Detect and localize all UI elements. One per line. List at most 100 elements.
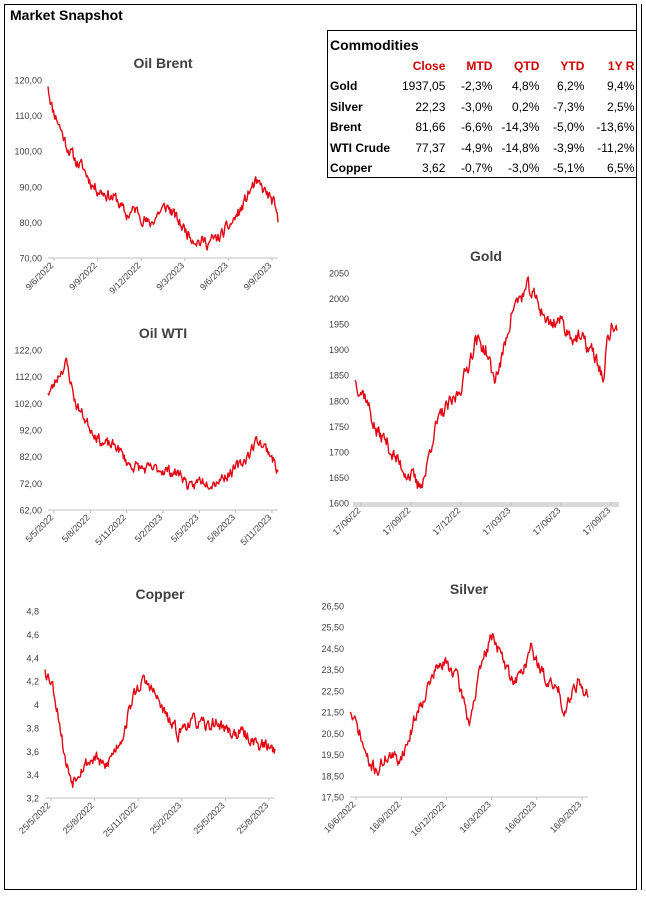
y-tick-label: 1600 [329,499,349,509]
y-tick-label: 3,8 [26,723,39,733]
y-tick-label: 3,6 [26,747,39,757]
y-tick-label: 70,00 [19,254,42,264]
cell-qtd: 0,2% [512,99,540,114]
cell-1yr: -13,6% [596,120,635,135]
commodities-table: Commodities Close MTD QTD YTD 1Y R Gold … [327,30,637,178]
y-tick-label: 100,00 [14,147,42,157]
y-tick-label: 112,00 [15,372,42,382]
row-name: Brent [330,120,362,135]
row-name: Copper [330,161,372,176]
table-row: Gold 1937,05 -2,3% 4,8% 6,2% 9,4% [330,76,634,97]
series-line [349,633,589,777]
page-title: Market Snapshot [10,7,123,23]
cell-close: 1937,05 [402,79,446,94]
y-tick-label: 1800 [329,396,349,406]
chart-title: Copper [136,586,186,602]
y-tick-label: 1650 [329,473,349,483]
series-line [47,357,279,490]
row-name: Gold [330,79,358,94]
y-tick-label: 120,00 [14,76,42,86]
cell-mtd: -2,3% [461,79,493,94]
row-name: WTI Crude [330,140,390,155]
x-tick-label: 16/3/2023 [458,799,493,834]
table-row: WTI Crude 77,37 -4,9% -14,8% -3,9% -11,2… [330,138,634,159]
y-tick-label: 92,00 [19,426,42,436]
y-tick-label: 110,00 [15,111,42,121]
cell-1yr: 9,4% [607,79,635,94]
chart-title: Oil WTI [139,325,187,341]
header-ytd: YTD [560,58,585,73]
chart-title: Silver [450,581,489,597]
y-tick-label: 4,8 [26,607,39,617]
table-title: Commodities [330,37,419,54]
y-tick-label: 90,00 [19,182,42,192]
y-tick-label: 25,50 [321,623,344,633]
y-tick-label: 4 [34,700,39,710]
y-tick-label: 17,50 [321,793,344,803]
cell-1yr: 2,5% [607,99,635,114]
table-row: Silver 22,23 -3,0% 0,2% -7,3% 2,5% [330,97,634,118]
series-line [354,276,618,489]
cell-ytd: -7,3% [553,99,585,114]
x-tick-label: 16/9/2022 [367,799,402,834]
x-tick-label: 16/6/2023 [503,799,538,834]
y-tick-label: 122,00 [14,346,42,356]
row-name: Silver [330,99,363,114]
series-line [44,669,276,788]
table-row: Copper 3,62 -0,7% -3,0% -5,1% 6,5% [330,158,634,179]
header-qtd: QTD [514,58,540,73]
cell-close: 81,66 [415,120,446,135]
cell-ytd: -5,1% [553,161,585,176]
y-tick-label: 102,00 [14,399,42,409]
cell-mtd: -4,9% [461,140,493,155]
axis-band [353,502,619,507]
cell-close: 3,62 [422,161,446,176]
y-tick-label: 22,50 [321,686,344,696]
y-tick-label: 1850 [329,371,349,381]
frame-right-border [641,4,642,890]
y-tick-label: 62,00 [19,506,42,516]
y-tick-label: 4,2 [26,677,39,687]
y-tick-label: 20,50 [321,729,344,739]
cell-qtd: 4,8% [512,79,540,94]
table-row: Brent 81,66 -6,6% -14,3% -5,0% -13,6% [330,117,634,138]
series-line [47,86,279,251]
cell-mtd: -3,0% [461,99,493,114]
x-tick-label: 16/12/2022 [409,799,448,838]
y-tick-label: 24,50 [321,644,344,654]
y-tick-label: 21,50 [321,708,344,718]
header-close: Close [412,58,446,73]
cell-1yr: -11,2% [597,140,635,155]
y-tick-label: 4,4 [26,653,39,663]
y-tick-label: 1950 [329,320,349,330]
y-tick-label: 2050 [329,269,349,279]
y-tick-label: 4,6 [26,630,39,640]
y-tick-label: 18,50 [321,771,344,781]
chart-title: Gold [470,248,502,264]
cell-qtd: -3,0% [508,161,540,176]
cell-close: 77,37 [415,140,446,155]
y-tick-label: 3,4 [26,770,39,780]
table-header-row: Close MTD QTD YTD 1Y R [330,56,635,77]
cell-ytd: -5,0% [553,120,585,135]
y-tick-label: 1900 [329,345,349,355]
y-tick-label: 19,50 [321,750,344,760]
header-mtd: MTD [466,58,493,73]
y-tick-label: 2000 [329,294,349,304]
x-tick-label: 16/9/2023 [548,799,583,834]
cell-close: 22,23 [415,99,446,114]
cell-ytd: -3,9% [553,140,585,155]
cell-ytd: 6,2% [557,79,585,94]
cell-qtd: -14,8% [501,140,540,155]
y-tick-label: 72,00 [19,479,42,489]
y-tick-label: 26,50 [321,602,344,612]
cell-qtd: -14,3% [501,120,540,135]
y-tick-label: 23,50 [321,665,344,675]
commodities-grid: Commodities Close MTD QTD YTD 1Y R Gold … [330,35,634,179]
y-tick-label: 1700 [329,447,349,457]
